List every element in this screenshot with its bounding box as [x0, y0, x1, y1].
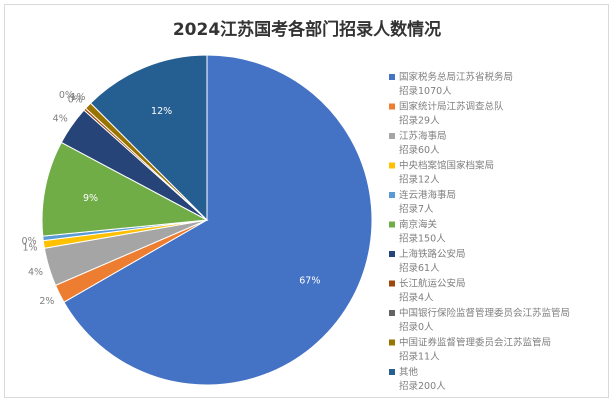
pie-data-label: 2%	[39, 296, 54, 307]
legend-sublabel: 招录1070人	[399, 85, 452, 97]
legend-label: 中国证券监督管理委员会江苏监管局	[399, 337, 551, 349]
legend-sublabel: 招录12人	[399, 174, 440, 186]
legend-label: 南京海关	[399, 219, 438, 231]
legend-swatch	[389, 221, 395, 228]
legend: 国家税务总局江苏省税务局招录1070人国家统计局江苏调查总队招录29人江苏海事局…	[389, 71, 570, 392]
pie-data-label: 4%	[28, 267, 43, 278]
pie-data-label: 1%	[70, 92, 85, 103]
legend-swatch	[389, 310, 395, 316]
legend-swatch	[389, 74, 395, 80]
pie-data-label: 67%	[299, 276, 320, 287]
legend-label: 国家税务总局江苏省税务局	[399, 71, 513, 83]
pie-data-label: 0%	[59, 90, 74, 101]
chart-container: 2024江苏国考各部门招录人数情况 67% 2% 4% 1% 0% 9% 4% 0% 0% 1% 1…	[4, 4, 609, 398]
legend-label: 国家统计局江苏调查总队	[399, 101, 504, 113]
legend-label: 上海铁路公安局	[399, 248, 466, 260]
legend-sublabel: 招录150人	[399, 233, 446, 245]
legend-label: 江苏海事局	[399, 130, 447, 142]
legend-swatch	[389, 339, 395, 346]
pie-slices	[41, 54, 373, 386]
legend-swatch	[389, 280, 395, 287]
pie-labels: 67%2%4%1%0%9%4%0%0%1%12%	[22, 90, 321, 307]
legend-sublabel: 招录60人	[399, 144, 440, 156]
legend-swatch	[389, 192, 395, 198]
legend-sublabel: 招录0人	[399, 321, 434, 333]
pie-slice	[89, 54, 208, 222]
legend-sublabel: 招录11人	[399, 351, 440, 363]
pie-data-label: 12%	[151, 106, 172, 117]
pie-data-label: 1%	[22, 243, 37, 254]
pie-slice	[63, 54, 373, 386]
pie-data-label: 4%	[53, 114, 68, 125]
chart-title: 2024江苏国考各部门招录人数情况	[173, 19, 441, 40]
legend-label: 中国银行保险监督管理委员会江苏监管局	[399, 307, 570, 319]
legend-swatch	[389, 133, 395, 139]
pie-data-label: 0%	[68, 95, 83, 106]
legend-swatch	[389, 162, 395, 169]
legend-label: 其他	[399, 366, 419, 378]
legend-label: 中央档案馆国家档案局	[399, 160, 494, 172]
pie-data-label: 0%	[22, 236, 37, 247]
legend-swatch	[389, 369, 395, 375]
legend-label: 连云港海事局	[399, 189, 456, 201]
legend-sublabel: 招录200人	[399, 380, 446, 392]
legend-swatch	[389, 103, 395, 110]
legend-sublabel: 招录7人	[399, 203, 434, 215]
pie-slice	[41, 141, 209, 237]
pie-chart: 2024江苏国考各部门招录人数情况 67%2%4%1%0%9%4%0%0%1%1…	[22, 19, 570, 392]
legend-swatch	[389, 251, 395, 257]
legend-sublabel: 招录4人	[399, 292, 434, 304]
legend-sublabel: 招录61人	[399, 262, 440, 274]
legend-sublabel: 招录29人	[399, 115, 440, 127]
pie-data-label: 9%	[83, 193, 98, 204]
legend-label: 长江航运公安局	[399, 278, 466, 290]
